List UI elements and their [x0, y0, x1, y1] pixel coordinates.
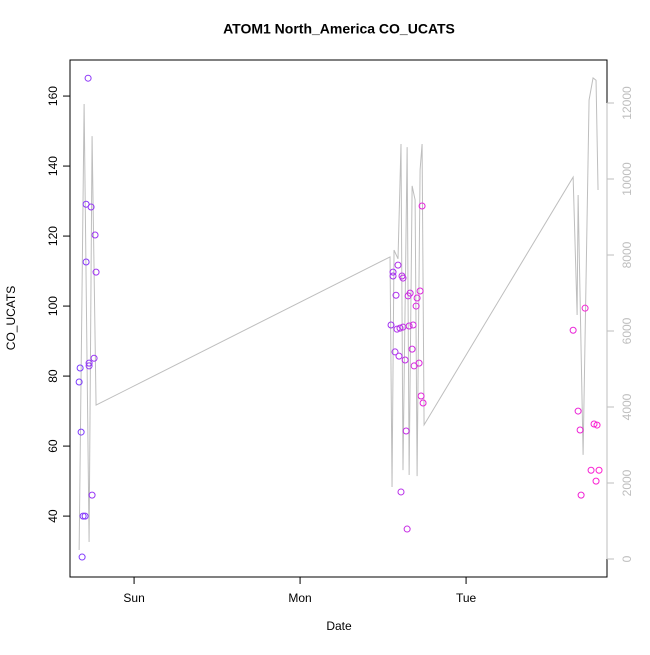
- data-point: [395, 352, 403, 360]
- data-point: [574, 407, 582, 415]
- x-tick-label: Mon: [288, 591, 311, 605]
- data-point: [391, 348, 399, 356]
- data-point: [409, 321, 417, 329]
- data-point: [412, 302, 420, 310]
- data-point: [399, 274, 407, 282]
- data-point: [396, 324, 404, 332]
- x-axis-label: Date: [326, 619, 352, 633]
- data-point: [569, 326, 577, 334]
- data-point: [76, 364, 84, 372]
- data-point: [417, 392, 425, 400]
- data-point: [393, 325, 401, 333]
- data-point: [90, 354, 98, 362]
- y-tick-label: 60: [46, 439, 60, 453]
- data-point: [77, 428, 85, 436]
- y2-tick-label: 0: [620, 555, 634, 562]
- data-point: [415, 359, 423, 367]
- data-point: [402, 427, 410, 435]
- data-point: [78, 553, 86, 561]
- data-point: [88, 491, 96, 499]
- y2-tick-label: 10000: [620, 162, 634, 196]
- chart-title: ATOM1 North_America CO_UCATS: [223, 21, 455, 37]
- data-point: [593, 421, 601, 429]
- data-point: [92, 268, 100, 276]
- y2-tick-label: 6000: [620, 317, 634, 344]
- data-point: [389, 268, 397, 276]
- y-tick-label: 160: [46, 86, 60, 106]
- data-point: [85, 359, 93, 367]
- y2-tick-label: 4000: [620, 393, 634, 420]
- data-point: [387, 321, 395, 329]
- data-point: [81, 512, 89, 520]
- altitude-line: [78, 77, 599, 550]
- data-point: [576, 426, 584, 434]
- data-point: [392, 291, 400, 299]
- x-tick-label: Tue: [456, 591, 477, 605]
- y-axis-label: CO_UCATS: [4, 286, 18, 350]
- y-tick-label: 100: [46, 296, 60, 316]
- data-point: [595, 466, 603, 474]
- data-point: [413, 294, 421, 302]
- data-point: [416, 287, 424, 295]
- data-point: [75, 378, 83, 386]
- data-point: [79, 512, 87, 520]
- data-point: [419, 399, 427, 407]
- y-tick-label: 140: [46, 156, 60, 176]
- data-point: [581, 304, 589, 312]
- data-point: [577, 491, 585, 499]
- y2-tick-label: 8000: [620, 241, 634, 268]
- data-point: [87, 203, 95, 211]
- data-point: [401, 356, 409, 364]
- data-point: [397, 488, 405, 496]
- y2-tick-label: 2000: [620, 469, 634, 496]
- x-tick-label: Sun: [123, 591, 144, 605]
- data-point: [408, 345, 416, 353]
- y-tick-label: 80: [46, 369, 60, 383]
- data-point: [418, 202, 426, 210]
- data-point: [403, 525, 411, 533]
- data-point: [405, 322, 413, 330]
- data-point: [406, 289, 414, 297]
- data-point: [389, 272, 397, 280]
- data-point: [592, 477, 600, 485]
- y2-tick-label: 12000: [620, 86, 634, 120]
- data-point: [587, 466, 595, 474]
- data-point: [91, 231, 99, 239]
- data-point: [82, 258, 90, 266]
- data-point: [84, 74, 92, 82]
- y-tick-label: 120: [46, 226, 60, 246]
- data-point: [85, 362, 93, 370]
- y-tick-label: 40: [46, 509, 60, 523]
- data-point: [394, 261, 402, 269]
- data-point: [590, 420, 598, 428]
